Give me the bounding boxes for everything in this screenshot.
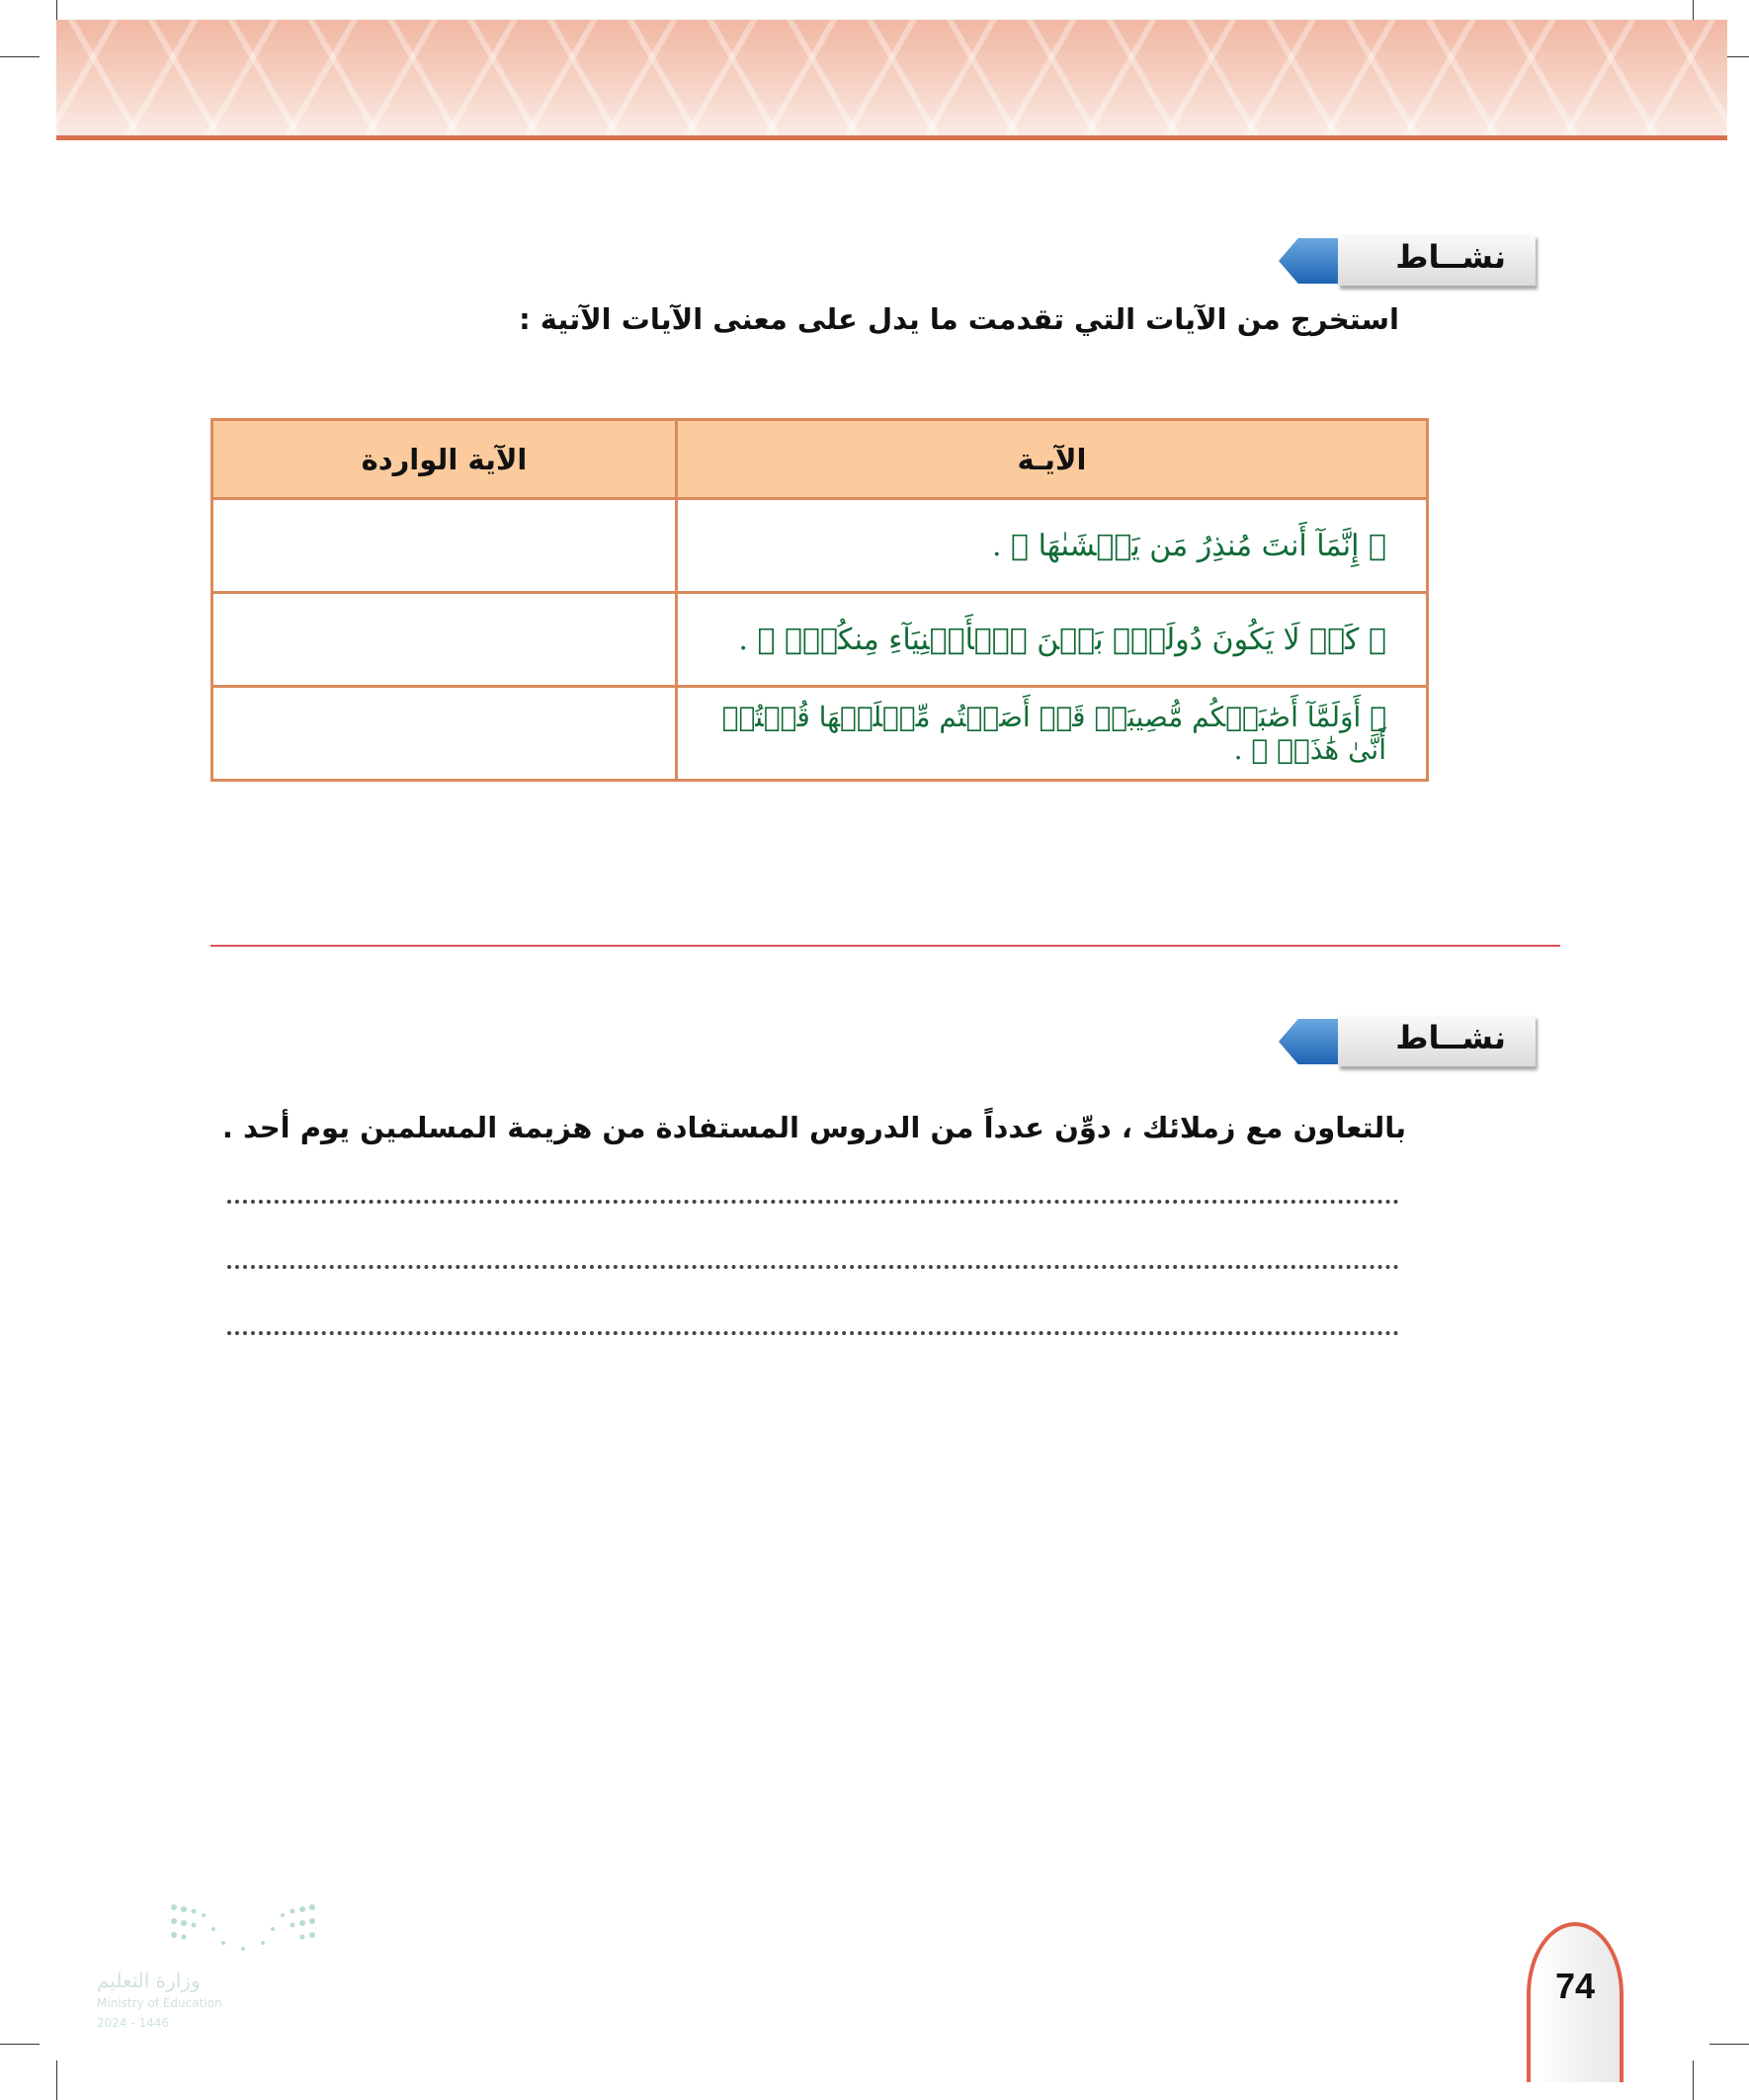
page-number: 74	[1554, 1966, 1596, 2006]
badge-label: نشــاط	[1395, 238, 1506, 276]
column-header-source-ayah: الآية الواردة	[210, 418, 678, 500]
crop-mark	[0, 2044, 40, 2045]
badge-label: نشــاط	[1395, 1019, 1506, 1056]
ministry-logo: وزارة التعليم Ministry of Education 2024…	[97, 1899, 324, 2038]
ayat-table: الآيـة الآية الواردة ﴿ إِنَّمَآ أَنتَ مُ…	[210, 418, 1429, 782]
ayah-cell: ﴿ أَوَلَمَّآ أَصَٰبَتۡكُم مُّصِيبَةٞ قَد…	[675, 685, 1429, 782]
activity-instruction: بالتعاون مع زملائك ، دوِّن عدداً من الدر…	[221, 1111, 1406, 1144]
crop-mark	[0, 56, 40, 57]
ayah-cell: ﴿ إِنَّمَآ أَنتَ مُنذِرُ مَن يَخۡشَىٰهَا…	[675, 497, 1429, 594]
answer-line[interactable]	[227, 1200, 1399, 1204]
activity-badge: نشــاط	[1279, 234, 1536, 291]
answer-line[interactable]	[227, 1331, 1399, 1335]
crop-mark	[1693, 2060, 1694, 2100]
crop-mark	[1709, 2044, 1749, 2045]
answer-line[interactable]	[227, 1265, 1399, 1269]
ayah-cell: ﴿ كَيۡ لَا يَكُونَ دُولَةَۢ بَيۡنَ ٱلۡأَ…	[675, 591, 1429, 688]
answer-cell[interactable]	[210, 685, 678, 782]
logo-year: 2024 - 1446	[97, 2016, 170, 2030]
table-row: ﴿ أَوَلَمَّآ أَصَٰبَتۡكُم مُّصِيبَةٞ قَد…	[210, 685, 1429, 782]
header-divider	[56, 135, 1727, 140]
logo-text-en: Ministry of Education	[97, 1996, 222, 2010]
section-divider	[210, 945, 1560, 947]
table-row: ﴿ كَيۡ لَا يَكُونَ دُولَةَۢ بَيۡنَ ٱلۡأَ…	[210, 591, 1429, 688]
page-number-tab: 74	[1527, 1922, 1624, 2082]
column-header-ayah: الآيـة	[675, 418, 1429, 500]
header-decoration	[56, 20, 1727, 138]
activity-badge: نشــاط	[1279, 1015, 1536, 1071]
table-row: ﴿ إِنَّمَآ أَنتَ مُنذِرُ مَن يَخۡشَىٰهَا…	[210, 497, 1429, 594]
logo-dots-icon	[171, 1904, 315, 1951]
activity-instruction: استخرج من الآيات التي تقدمت ما يدل على م…	[519, 302, 1399, 336]
crop-mark	[56, 2060, 57, 2100]
answer-cell[interactable]	[210, 497, 678, 594]
answer-cell[interactable]	[210, 591, 678, 688]
crop-mark	[1709, 56, 1749, 57]
table-header-row: الآيـة الآية الواردة	[210, 418, 1429, 500]
logo-text-ar: وزارة التعليم	[97, 1969, 201, 1992]
